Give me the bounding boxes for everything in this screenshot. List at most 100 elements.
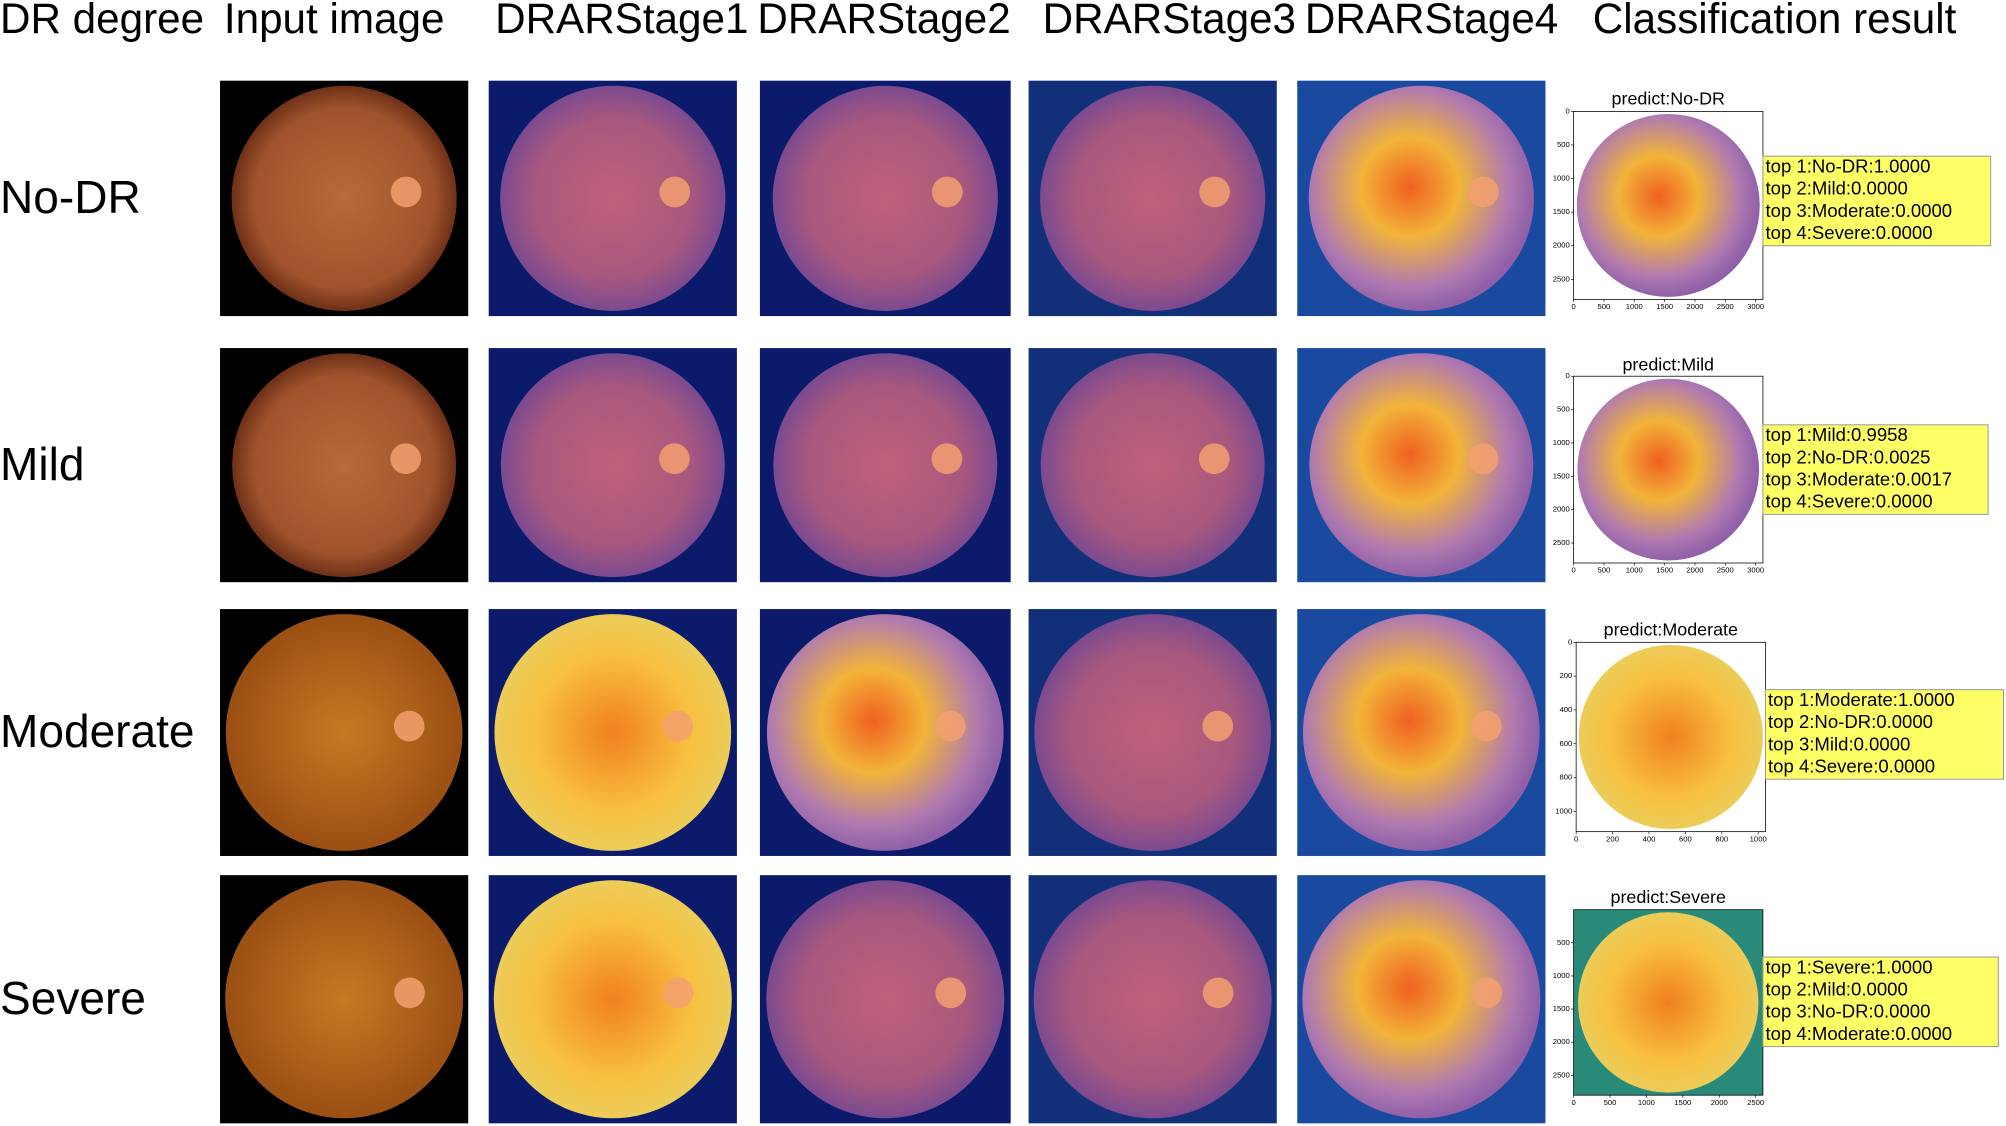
- y-tick-label: 600: [1560, 739, 1573, 748]
- result-line: top 3:Moderate:0.0017: [1765, 469, 1952, 490]
- result-line: top 1:No-DR:1.0000: [1765, 156, 1930, 177]
- result-line: top 4:Severe:0.0000: [1765, 222, 1932, 243]
- y-tick-label: 2500: [1553, 1070, 1570, 1079]
- x-tick-label: 0: [1574, 834, 1578, 843]
- y-tick-label: 2000: [1553, 1037, 1570, 1046]
- x-tick-label: 2500: [1717, 566, 1734, 575]
- y-tick-label: 1000: [1553, 438, 1570, 447]
- x-tick-label: 0: [1571, 1098, 1575, 1107]
- image-row: Mild predict:Mild 0 500 1000 1500 2000 2500 0 500…: [0, 348, 1989, 583]
- optic-disc: [1199, 176, 1230, 208]
- optic-disc: [393, 710, 425, 742]
- x-tick-label: 1500: [1656, 302, 1673, 311]
- y-tick-label: 2000: [1553, 505, 1570, 514]
- fundus: [766, 880, 1005, 1119]
- result-line: top 2:No-DR:0.0000: [1768, 711, 1933, 732]
- y-tick-label: 2000: [1553, 241, 1570, 250]
- optic-disc: [662, 710, 694, 742]
- optic-disc: [1467, 176, 1499, 208]
- y-tick-label: 1000: [1555, 806, 1572, 815]
- fundus: [500, 353, 725, 578]
- x-tick-label: 500: [1598, 566, 1611, 575]
- x-tick-label: 1000: [1626, 302, 1643, 311]
- optic-disc: [1471, 710, 1502, 742]
- result-box: [1762, 155, 1992, 247]
- x-tick-label: 1000: [1626, 566, 1643, 575]
- result-line: top 3:Moderate:0.0000: [1765, 200, 1952, 221]
- result-line: top 1:Mild:0.9958: [1765, 424, 1907, 445]
- optic-disc: [1198, 443, 1230, 475]
- x-tick-label: 1500: [1674, 1098, 1691, 1107]
- x-tick-label: 3000: [1747, 302, 1764, 311]
- optic-disc: [1202, 710, 1234, 742]
- fundus: [500, 85, 726, 311]
- image-row: Severe predict:Severe 500 1000 1500 2000 2500 0…: [0, 875, 1999, 1124]
- x-tick-label: 2000: [1686, 302, 1703, 311]
- row-label: Mild: [0, 438, 84, 490]
- column-header: DRARStage1: [495, 0, 748, 42]
- x-tick-label: 2000: [1686, 566, 1703, 575]
- column-header: DRARStage4: [1305, 0, 1558, 42]
- x-tick-label: 1000: [1638, 1098, 1655, 1107]
- plot-title: predict:Moderate: [1604, 620, 1738, 640]
- row-label: Moderate: [0, 705, 195, 757]
- fundus: [225, 614, 463, 851]
- y-tick-label: 0: [1565, 371, 1569, 380]
- image-row: No-DR predict:No-DR 0 500 1000 1500 2000 2500 0 5…: [0, 80, 1992, 317]
- result-box: [1762, 956, 1999, 1048]
- optic-disc: [935, 977, 967, 1009]
- y-tick-label: 2500: [1553, 538, 1570, 547]
- y-tick-label: 800: [1560, 773, 1573, 782]
- y-tick-label: 500: [1557, 405, 1570, 414]
- fundus: [773, 353, 998, 578]
- fundus: [232, 353, 457, 578]
- optic-disc: [931, 176, 963, 208]
- optic-disc: [390, 176, 422, 208]
- y-tick-label: 400: [1560, 705, 1573, 714]
- y-tick-label: 1500: [1553, 1004, 1570, 1013]
- y-tick-label: 1500: [1553, 471, 1570, 480]
- optic-disc: [1471, 977, 1503, 1009]
- fundus: [1302, 880, 1541, 1119]
- optic-disc: [659, 176, 691, 208]
- fundus: [494, 614, 732, 851]
- fundus: [766, 614, 1004, 851]
- row-label: No-DR: [0, 171, 141, 223]
- fundus: [493, 880, 732, 1119]
- column-header: DR degree: [0, 0, 204, 42]
- result-line: top 1:Moderate:1.0000: [1768, 689, 1955, 710]
- result-line: top 4:Moderate:0.0000: [1765, 1023, 1952, 1044]
- optic-disc: [390, 443, 422, 475]
- optic-disc: [935, 710, 966, 742]
- x-tick-label: 800: [1715, 834, 1728, 843]
- y-tick-label: 1000: [1553, 174, 1570, 183]
- optic-disc: [659, 443, 690, 475]
- fundus: [1578, 644, 1763, 830]
- row-label: Severe: [0, 972, 146, 1024]
- x-tick-label: 1500: [1656, 566, 1673, 575]
- column-header: Input image: [224, 0, 445, 42]
- y-tick-label: 500: [1557, 938, 1570, 947]
- optic-disc: [1467, 443, 1499, 475]
- fundus: [1303, 614, 1540, 851]
- y-tick-label: 0: [1565, 106, 1569, 115]
- fundus: [772, 85, 998, 311]
- fundus: [1578, 912, 1759, 1093]
- x-tick-label: 0: [1571, 302, 1575, 311]
- y-tick-label: 500: [1557, 140, 1570, 149]
- fundus: [1033, 880, 1272, 1119]
- x-tick-label: 500: [1604, 1098, 1617, 1107]
- x-tick-label: 600: [1679, 834, 1692, 843]
- result-line: top 4:Severe:0.0000: [1768, 755, 1935, 776]
- optic-disc: [931, 443, 963, 475]
- result-line: top 3:No-DR:0.0000: [1765, 1001, 1930, 1022]
- x-tick-label: 0: [1571, 566, 1575, 575]
- x-tick-label: 200: [1606, 834, 1619, 843]
- result-line: top 2:No-DR:0.0025: [1765, 446, 1930, 467]
- fundus: [1308, 85, 1534, 311]
- result-line: top 3:Mild:0.0000: [1768, 733, 1910, 754]
- x-tick-label: 2500: [1717, 302, 1734, 311]
- result-line: top 1:Severe:1.0000: [1765, 956, 1932, 977]
- fundus: [231, 85, 457, 311]
